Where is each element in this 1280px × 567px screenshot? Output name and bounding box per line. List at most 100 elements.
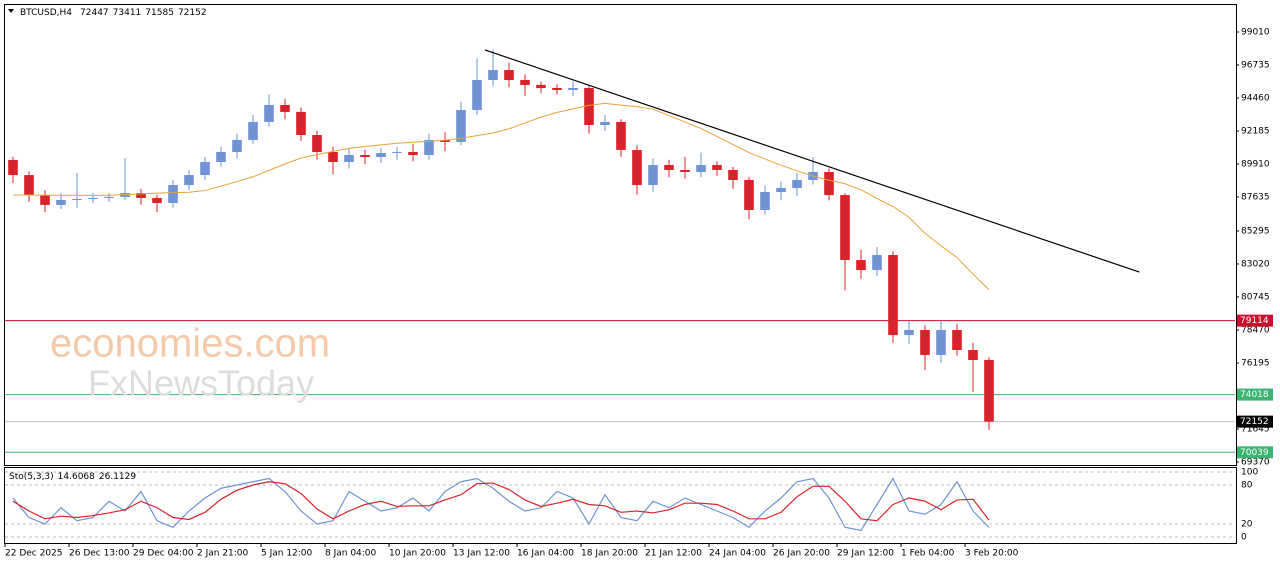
candle-body (56, 199, 66, 205)
candle-body (664, 165, 674, 170)
candle-body (408, 151, 418, 156)
candle-body (248, 121, 258, 140)
y-tick-label: 92185 (1241, 127, 1270, 137)
x-tick-label: 1 Feb 04:00 (901, 549, 955, 559)
main-layer: 99010 96735 94460 92185 89910 87635 85295 83020… (5, 27, 1273, 467)
candle-body (296, 111, 306, 136)
x-tick-label: 2 Jan 21:00 (197, 549, 249, 559)
watermark: economies.com (50, 322, 330, 366)
y-tick-label: 99010 (1241, 27, 1270, 37)
candle-body (728, 169, 738, 180)
candle-body (952, 329, 962, 350)
y-tick-label: 89910 (1241, 160, 1270, 170)
y-tick-label: 87635 (1241, 193, 1270, 203)
candle-body (904, 329, 914, 336)
trendline (484, 49, 1140, 273)
candle-body (520, 80, 530, 85)
y-tick-label: 96735 (1241, 61, 1270, 71)
stochastic-title: Sto(5,3,3) (9, 472, 54, 482)
candle-body (936, 329, 946, 355)
stochastic-signal-value: 26.1129 (99, 472, 136, 482)
x-tick-label: 5 Jan 12:00 (261, 549, 313, 559)
candle-body (360, 155, 370, 158)
candle-body (264, 104, 274, 122)
candle-body (792, 179, 802, 188)
level-label-box (1237, 446, 1273, 459)
candle-body (744, 179, 754, 211)
y-tick-label: 85295 (1241, 226, 1270, 236)
candle-body (648, 165, 658, 186)
candle-body (8, 159, 18, 176)
x-tick-label: 21 Jan 12:00 (645, 549, 702, 559)
candle-body (856, 260, 866, 271)
watermark: FxNewsToday (88, 363, 314, 404)
candle-body (680, 169, 690, 172)
level-label: 70039 (1240, 448, 1269, 458)
candle-body (184, 175, 194, 186)
candle-body (824, 171, 834, 196)
x-tick-label: 16 Jan 04:00 (517, 549, 574, 559)
y-tick-label: 100 (1241, 468, 1258, 478)
candle-body (968, 350, 978, 361)
price-label: 72152 (1240, 417, 1269, 427)
candle-body (40, 195, 50, 205)
candle-body (200, 161, 210, 176)
candle-body (776, 187, 786, 193)
candle-body (424, 139, 434, 156)
main-panel (4, 4, 1237, 466)
candle-body (872, 254, 882, 271)
candle-body (376, 152, 386, 158)
candle-body (984, 360, 994, 422)
candle-body (584, 87, 594, 125)
stochastic-line (12, 477, 990, 532)
candle-body (568, 87, 578, 91)
candle-body (616, 121, 626, 150)
candle-body (24, 175, 34, 196)
x-tick-label: 8 Jan 04:00 (325, 549, 377, 559)
candle-body (216, 151, 226, 162)
candle-body (152, 197, 162, 204)
stochastic-line (12, 481, 990, 522)
candle-body (632, 149, 642, 186)
candle-body (136, 193, 146, 198)
candle-body (88, 197, 98, 199)
x-tick-label: 13 Jan 12:00 (453, 549, 510, 559)
x-tick-label: 29 Jan 12:00 (837, 549, 894, 559)
y-tick-label: 76195 (1241, 358, 1270, 368)
x-tick-label: 29 Dec 04:00 (133, 549, 194, 559)
y-tick-label: 83020 (1241, 259, 1270, 269)
candle-body (344, 155, 354, 162)
x-tick-label: 22 Dec 2025 (5, 549, 63, 559)
x-tick-label: 26 Jan 20:00 (773, 549, 830, 559)
level-label: 74018 (1240, 390, 1269, 400)
y-tick-label: 0 (1241, 533, 1247, 543)
y-tick-label: 71645 (1241, 424, 1270, 434)
level-label-box (1237, 388, 1273, 401)
candle-body (840, 195, 850, 261)
candle-body (104, 196, 114, 198)
y-tick-label: 20 (1241, 520, 1253, 530)
header-close: 72152 (178, 8, 207, 18)
candle-body (440, 139, 450, 142)
y-tick-label: 94460 (1241, 94, 1270, 104)
stochastic-main-value: 14.6068 (58, 472, 95, 482)
x-tick-label: 18 Jan 20:00 (581, 549, 638, 559)
candle-body (760, 192, 770, 211)
price-label-box (1237, 415, 1273, 428)
header-open: 72447 (80, 8, 109, 18)
candle-body (536, 84, 546, 88)
x-tick-label: 24 Jan 04:00 (709, 549, 766, 559)
candle-body (328, 151, 338, 162)
candle-body (392, 151, 402, 153)
x-tick-label: 26 Dec 13:00 (69, 549, 130, 559)
candle-body (552, 87, 562, 91)
menu-icon[interactable] (8, 9, 14, 13)
candle-body (600, 121, 610, 125)
candle-body (888, 254, 898, 336)
candle-body (712, 165, 722, 170)
header-high: 73411 (113, 8, 142, 18)
y-tick-label: 78470 (1241, 325, 1270, 335)
candle-body (696, 165, 706, 172)
candle-body (504, 70, 514, 81)
